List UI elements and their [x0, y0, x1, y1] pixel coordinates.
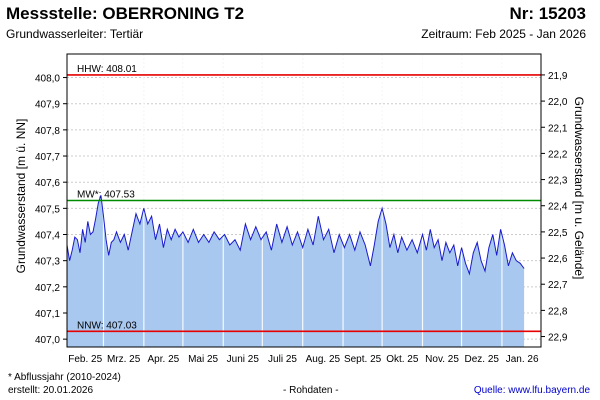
y-tick-label-right: 22,5 — [548, 228, 568, 239]
y-tick-label-right: 22,2 — [548, 149, 568, 160]
y-tick-label-left: 407,3 — [35, 257, 60, 268]
x-tick-label: Feb. 25 — [68, 354, 102, 365]
x-tick-label: Juni 25 — [227, 354, 260, 365]
raw-data-note: - Rohdaten - — [283, 385, 339, 396]
plot-frame — [66, 53, 542, 348]
y-tick-label-right: 21,9 — [548, 71, 568, 82]
y-tick-label-right: 22,8 — [548, 306, 568, 317]
x-tick-label: Mrz. 25 — [107, 354, 141, 365]
water-level-area — [67, 195, 525, 347]
y-tick-label-right: 22,7 — [548, 280, 568, 291]
y-axis-label-right: Grundwasserstand [m u. Gelände] — [572, 96, 586, 280]
y-tick-label-left: 407,9 — [35, 100, 60, 111]
source-link[interactable]: Quelle: www.lfu.bayern.de — [473, 385, 590, 396]
page-title: Messstelle: OBERRONING T2 — [6, 4, 245, 23]
water-level-line — [66, 195, 525, 276]
y-tick-label-left: 408,0 — [35, 74, 60, 85]
y-tick-label-right: 22,9 — [548, 333, 568, 344]
y-axis-label-left: Grundwasserstand [m ü. NN] — [14, 118, 28, 274]
x-tick-label: Okt. 25 — [386, 354, 419, 365]
x-tick-label: Nov. 25 — [425, 354, 459, 365]
aquifer-subtitle: Grundwasserleiter: Tertiär — [6, 27, 144, 41]
y-tick-label-right: 22,6 — [548, 254, 568, 265]
y-tick-label-left: 407,6 — [35, 178, 60, 189]
x-tick-label: Apr. 25 — [148, 354, 180, 365]
x-tick-label: Aug. 25 — [306, 354, 341, 365]
x-tick-label: Mai 25 — [188, 354, 218, 365]
y-tick-label-left: 407,4 — [35, 231, 60, 242]
ref-label-nnw: NNW: 407.03 — [77, 320, 137, 331]
ref-label-mw: MW*: 407.53 — [77, 190, 135, 201]
footnote: * Abflussjahr (2010-2024) — [8, 372, 121, 383]
period-label: Zeitraum: Feb 2025 - Jan 2026 — [421, 27, 586, 41]
created-date: erstellt: 20.01.2026 — [8, 385, 94, 396]
y-tick-label-left: 407,1 — [35, 309, 60, 320]
y-tick-label-left: 407,5 — [35, 204, 60, 215]
y-tick-label-right: 22,4 — [548, 202, 568, 213]
y-tick-label-left: 407,2 — [35, 283, 60, 294]
y-tick-label-left: 407,0 — [35, 335, 60, 346]
y-tick-label-right: 22,0 — [548, 97, 568, 108]
y-tick-label-left: 407,8 — [35, 126, 60, 137]
x-tick-label: Juli 25 — [268, 354, 297, 365]
station-number: Nr: 15203 — [509, 4, 586, 23]
y-tick-label-right: 22,1 — [548, 123, 568, 134]
x-tick-label: Jan. 26 — [506, 354, 539, 365]
y-tick-label-right: 22,3 — [548, 176, 568, 187]
ref-label-hhw: HHW: 408.01 — [77, 64, 137, 75]
x-tick-label: Dez. 25 — [465, 354, 500, 365]
x-tick-label: Sept. 25 — [344, 354, 382, 365]
y-tick-label-left: 407,7 — [35, 152, 60, 163]
